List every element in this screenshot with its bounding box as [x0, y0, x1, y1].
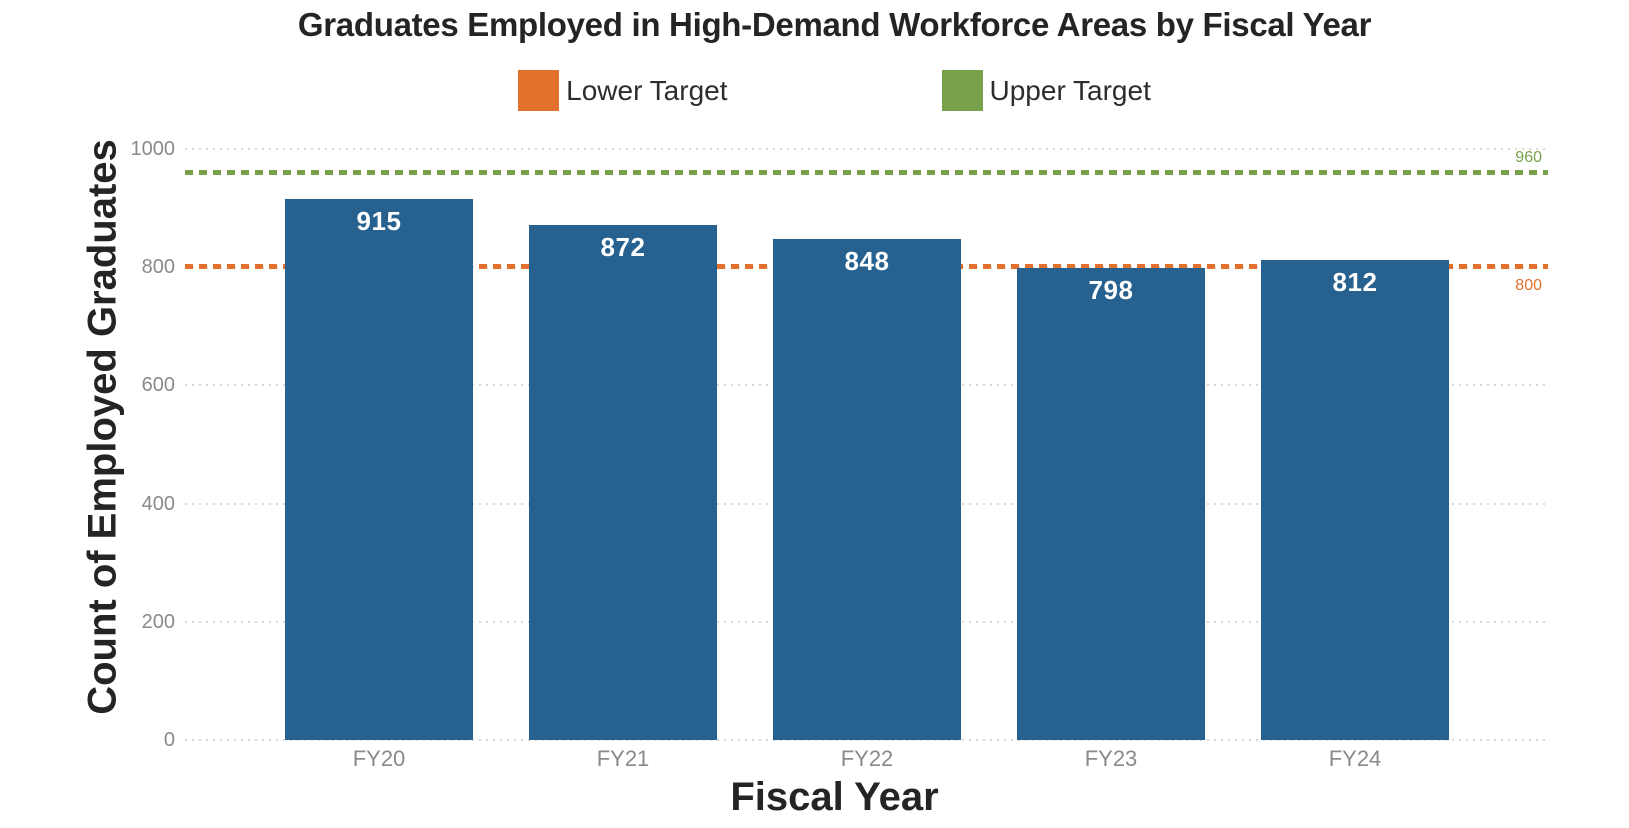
x-tick-label-fy24: FY24: [1328, 746, 1382, 771]
plot-area: 915 872 848 798 812 800 960: [185, 148, 1548, 741]
legend: Lower Target Upper Target: [40, 70, 1629, 111]
y-tick-label-1000: 1000: [130, 138, 176, 160]
ref-line-value-label-800: 800: [1515, 277, 1542, 295]
legend-item-lower-target[interactable]: Lower Target: [518, 70, 728, 111]
bar-fy21[interactable]: 872: [528, 224, 718, 740]
y-tick-label-200: 200: [141, 610, 175, 633]
upper-target-swatch-icon: [941, 70, 983, 111]
bar-value-label-fy23: 798: [1088, 275, 1134, 306]
bar-value-label-fy20: 915: [356, 206, 402, 237]
bars-band: 915 872 848 798 812: [257, 149, 1477, 740]
gridline-0: [185, 739, 1548, 741]
lower-target-swatch-icon: [518, 70, 560, 111]
bar-slot-fy22: 848: [745, 149, 989, 740]
x-tick-label-fy22: FY22: [840, 746, 894, 771]
bar-fy24[interactable]: 812: [1260, 260, 1450, 740]
legend-label-upper-target: Upper Target: [989, 74, 1151, 106]
x-tick-label-fy20: FY20: [352, 746, 406, 771]
bar-fy20[interactable]: 915: [284, 199, 474, 740]
bar-slot-fy23: 798: [989, 149, 1233, 740]
bar-fy23[interactable]: 798: [1016, 268, 1206, 740]
bar-slot-fy21: 872: [501, 149, 745, 740]
y-tick-label-800: 800: [141, 256, 175, 279]
x-tick-label-fy21: FY21: [596, 746, 650, 771]
x-tick-label-fy23: FY23: [1084, 746, 1138, 771]
legend-label-lower-target: Lower Target: [566, 74, 728, 106]
bar-value-label-fy22: 848: [844, 245, 890, 276]
ref-line-upper-target: [185, 169, 1548, 175]
chart-title: Graduates Employed in High-Demand Workfo…: [297, 6, 1372, 43]
legend-item-upper-target[interactable]: Upper Target: [941, 70, 1151, 111]
bar-slot-fy20: 915: [257, 149, 501, 740]
gridline-1000: [185, 148, 1548, 150]
y-tick-label-0: 0: [163, 729, 175, 751]
bar-value-label-fy24: 812: [1332, 267, 1378, 298]
bar-fy22[interactable]: 848: [772, 238, 962, 740]
bar-value-label-fy21: 872: [600, 231, 646, 262]
x-axis: FY20 FY21 FY22 FY23 FY24: [257, 744, 1477, 778]
bar-slot-fy24: 812: [1233, 149, 1477, 740]
y-tick-label-400: 400: [141, 492, 175, 515]
ref-line-value-label-960: 960: [1515, 148, 1542, 166]
y-axis: 0 200 400 600 800 1000: [0, 138, 176, 751]
y-tick-label-600: 600: [141, 374, 175, 397]
x-axis-title: Fiscal Year: [730, 775, 939, 819]
